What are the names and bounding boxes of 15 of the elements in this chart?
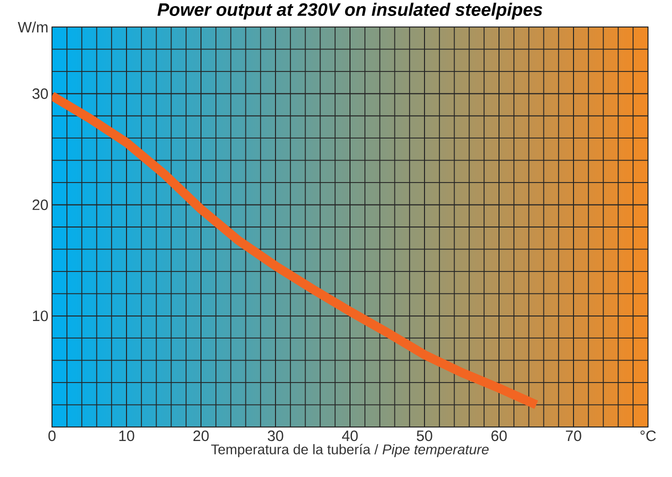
chart-title: Power output at 230V on insulated steelpipes <box>157 2 542 20</box>
y-tick-label: 10 <box>33 310 48 322</box>
x-tick-label: °C <box>640 430 656 442</box>
x-tick-label: 70 <box>566 430 582 442</box>
y-tick-label: 30 <box>32 88 48 99</box>
x-tick-label: 0 <box>48 430 56 442</box>
x-tick-label: 60 <box>491 430 507 442</box>
x-axis-title: Temperatura de la tubería / Pipe temperature <box>211 444 489 458</box>
y-tick-label: 20 <box>32 199 48 210</box>
y-tick-label: W/m <box>18 22 48 32</box>
x-tick-label: 30 <box>268 430 284 442</box>
x-tick-label: 40 <box>342 430 358 442</box>
x-tick-label: 20 <box>193 430 209 442</box>
x-tick-label: 50 <box>416 430 432 442</box>
x-tick-label: 10 <box>119 430 134 442</box>
